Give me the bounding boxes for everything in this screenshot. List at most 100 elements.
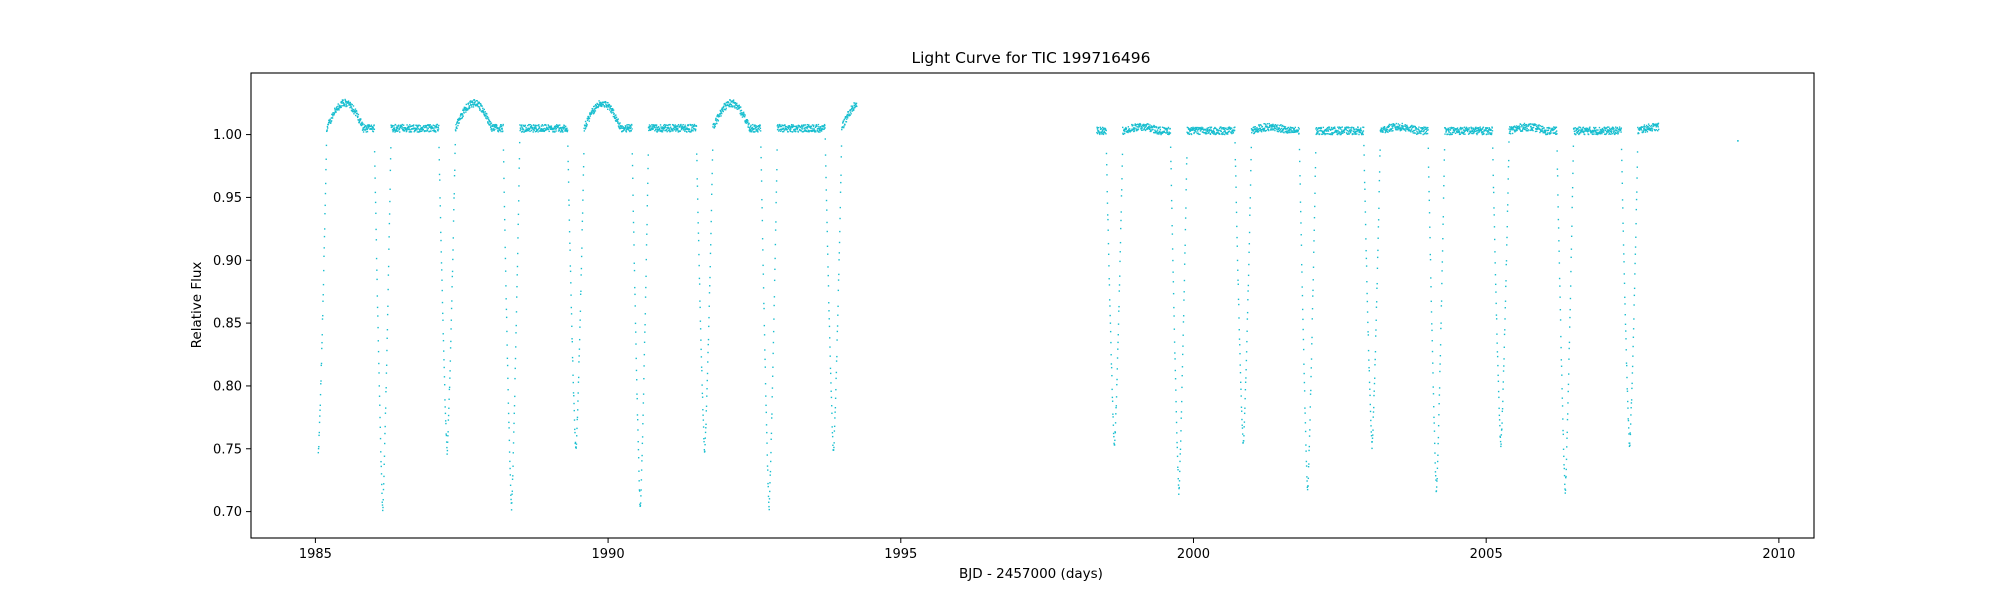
data-point [515, 346, 517, 348]
data-point [732, 106, 734, 108]
data-point [1337, 126, 1339, 128]
data-point [789, 130, 792, 133]
data-point [473, 103, 475, 106]
data-point [1536, 130, 1538, 132]
data-point [1138, 126, 1141, 128]
data-point [454, 129, 457, 131]
data-point [1561, 374, 1563, 376]
data-point [1428, 212, 1431, 214]
data-point [645, 275, 647, 278]
data-point [684, 124, 686, 126]
data-point [1275, 125, 1278, 127]
data-point [509, 484, 512, 486]
data-point [1276, 130, 1279, 133]
data-point [1157, 126, 1160, 129]
data-point [1196, 132, 1199, 135]
data-point [799, 129, 802, 132]
data-point [1598, 126, 1601, 129]
data-point [1346, 132, 1348, 135]
data-point [383, 463, 385, 465]
data-point [1242, 442, 1244, 444]
data-point [347, 100, 350, 102]
data-point [1148, 127, 1150, 129]
data-point [682, 126, 684, 128]
data-point [1565, 475, 1567, 478]
data-point [1455, 128, 1458, 130]
data-point [618, 123, 620, 125]
data-point [358, 120, 361, 122]
data-point [814, 130, 816, 133]
data-point [639, 504, 642, 507]
data-point [1394, 124, 1396, 126]
data-point [1359, 128, 1361, 130]
data-point [1530, 127, 1533, 129]
data-point [1436, 480, 1438, 482]
data-point [846, 115, 848, 117]
data-point [1247, 299, 1249, 301]
data-point [475, 104, 477, 107]
data-point [1209, 132, 1211, 135]
data-point [742, 111, 745, 114]
data-point [783, 130, 785, 133]
data-point [341, 105, 343, 107]
data-point [1654, 129, 1656, 132]
data-point [574, 428, 576, 431]
data-point [1234, 158, 1237, 161]
data-point [828, 318, 830, 320]
data-point [685, 128, 688, 130]
data-point [1595, 133, 1597, 136]
data-point [544, 127, 546, 130]
data-point [1266, 126, 1268, 128]
data-point [697, 211, 699, 214]
data-point [1206, 127, 1208, 130]
data-point [392, 125, 394, 127]
data-point [1240, 388, 1242, 390]
data-point [775, 180, 778, 182]
data-point [620, 125, 623, 127]
data-point [490, 128, 493, 130]
data-point [455, 130, 457, 132]
data-point [1404, 125, 1407, 127]
data-point [383, 455, 386, 457]
data-point [675, 129, 677, 131]
data-point [642, 393, 645, 395]
data-point [1499, 435, 1501, 438]
data-point [755, 126, 757, 129]
data-point [698, 277, 701, 280]
data-point [1541, 130, 1543, 132]
data-point [1587, 128, 1589, 130]
data-point [1105, 129, 1107, 132]
data-point [637, 419, 639, 421]
data-point [748, 128, 751, 130]
data-point [512, 475, 514, 477]
data-point [324, 192, 327, 195]
data-point [1619, 128, 1621, 130]
data-point [1190, 128, 1192, 131]
data-point [629, 130, 631, 133]
data-point [1533, 124, 1535, 127]
data-point [692, 130, 694, 132]
data-point [1576, 132, 1579, 134]
data-point [666, 124, 669, 127]
data-point [419, 130, 421, 133]
data-point [1435, 486, 1438, 488]
data-point [1657, 126, 1659, 128]
data-point [1516, 128, 1518, 130]
data-point [1357, 126, 1359, 129]
data-point [1118, 305, 1120, 308]
data-point [1406, 124, 1408, 127]
data-point [490, 122, 493, 124]
data-point [773, 318, 775, 320]
data-point [745, 122, 747, 124]
data-point [464, 109, 467, 111]
data-point [1465, 126, 1468, 129]
data-point [1229, 127, 1232, 129]
data-point [1283, 125, 1286, 128]
data-point [852, 108, 855, 110]
data-point [1392, 129, 1394, 132]
data-point [1212, 130, 1215, 132]
data-point [1383, 128, 1385, 130]
data-point [577, 392, 579, 394]
data-point [827, 266, 829, 268]
data-point [1432, 372, 1434, 374]
